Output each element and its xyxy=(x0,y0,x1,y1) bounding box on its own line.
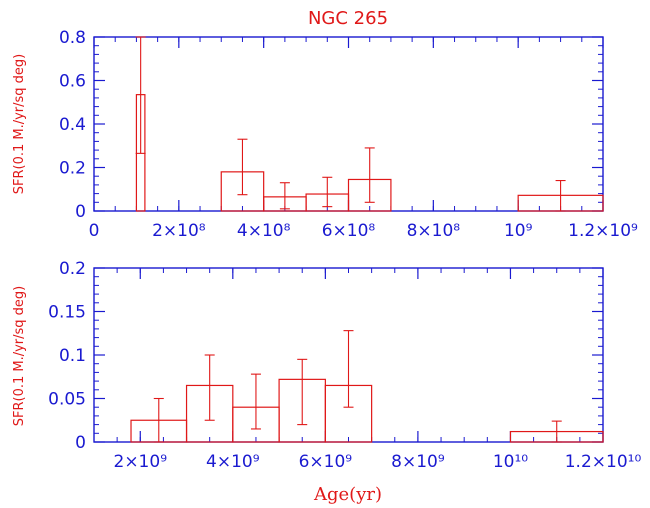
bottom-y-tick-label: 0.2 xyxy=(59,259,86,279)
bottom-y-tick-label: 0.05 xyxy=(48,390,86,410)
chart-title: NGC 265 xyxy=(308,8,388,29)
top-x-tick-label: 1.2×10⁹ xyxy=(568,221,638,241)
x-axis-label: Age(yr) xyxy=(313,484,382,505)
bottom-x-tick-label: 6×10⁹ xyxy=(299,452,353,472)
top-x-tick-label: 2×10⁸ xyxy=(152,221,206,241)
top-x-tick-label: 6×10⁸ xyxy=(322,221,376,241)
bottom-y-tick-label: 0.15 xyxy=(48,303,86,323)
bottom-y-tick-label: 0 xyxy=(75,433,86,453)
top-x-tick-label: 0 xyxy=(89,221,100,241)
top-panel: 0 2×10⁸ 4×10⁸ 6×10⁸ 8×10⁸ 10⁹ 1.2×10⁹ 0 0.2 0.4 0.… xyxy=(59,28,638,241)
bottom-x-tick-label: 1.2×10¹⁰ xyxy=(565,452,642,472)
bottom-y-axis-label: SFR(0.1 M./yr/sq deg) xyxy=(12,286,27,427)
bottom-x-tick-label: 10¹⁰ xyxy=(493,452,528,472)
bottom-x-tick-label: 4×10⁹ xyxy=(206,452,260,472)
top-y-tick-label: 0.8 xyxy=(59,28,86,48)
bottom-x-tick-label: 8×10⁹ xyxy=(391,452,445,472)
top-x-tick-label: 10⁹ xyxy=(504,221,533,241)
bottom-y-tick-label: 0.1 xyxy=(59,346,86,366)
top-y-tick-label: 0 xyxy=(75,202,86,222)
top-x-tick-label: 8×10⁸ xyxy=(407,221,461,241)
bottom-x-tick-label: 2×10⁹ xyxy=(114,452,168,472)
top-y-tick-label: 0.6 xyxy=(59,72,86,92)
bottom-panel: 2×10⁹ 4×10⁹ 6×10⁹ 8×10⁹ 10¹⁰ 1.2×10¹⁰ 0 0.05 0.1… xyxy=(48,259,641,472)
top-y-tick-label: 0.4 xyxy=(59,115,86,135)
top-y-tick-label: 0.2 xyxy=(59,159,86,179)
top-x-tick-label: 4×10⁸ xyxy=(237,221,291,241)
top-y-axis-label: SFR(0.1 M./yr/sq deg) xyxy=(12,54,27,195)
